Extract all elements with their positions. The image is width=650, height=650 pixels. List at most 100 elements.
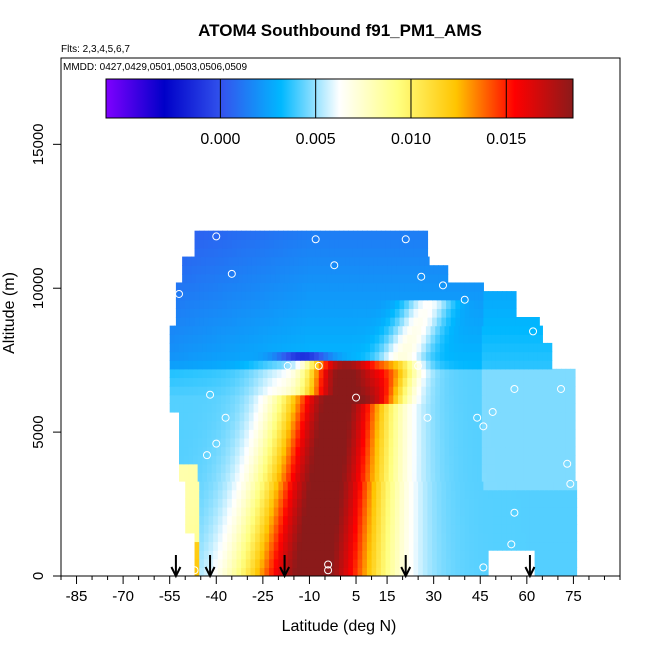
heatmap-cell xyxy=(432,317,438,327)
heatmap-cell xyxy=(300,394,306,404)
heatmap-cell xyxy=(323,463,329,473)
heatmap-cell xyxy=(306,524,312,534)
heatmap-cell xyxy=(197,325,203,335)
heatmap-cell xyxy=(334,498,340,508)
heatmap-cell xyxy=(514,360,520,370)
heatmap-cell xyxy=(360,394,366,404)
heatmap-cell xyxy=(385,515,391,525)
heatmap-cell xyxy=(458,446,464,456)
heatmap-cell xyxy=(418,541,424,551)
heatmap-cell xyxy=(481,472,488,482)
heatmap-cell xyxy=(272,394,278,404)
heatmap-cell xyxy=(379,472,385,482)
heatmap-cell xyxy=(253,386,259,396)
heatmap-cell xyxy=(192,377,199,387)
heatmap-cell xyxy=(376,481,382,491)
heatmap-cell xyxy=(453,325,460,335)
heatmap-cell xyxy=(385,247,391,258)
heatmap-cell xyxy=(323,455,329,465)
heatmap-cell xyxy=(399,506,405,517)
heatmap-cell xyxy=(352,558,359,568)
heatmap-cell xyxy=(225,394,231,404)
heatmap-cell xyxy=(427,317,433,327)
heatmap-cell xyxy=(548,567,554,576)
heatmap-cell xyxy=(362,308,368,318)
heatmap-cell xyxy=(208,317,214,327)
heatmap-cell xyxy=(250,247,256,258)
heatmap-cell xyxy=(328,325,334,335)
heatmap-cell xyxy=(388,446,394,456)
heatmap-cell xyxy=(383,472,390,482)
heatmap-cell xyxy=(264,282,270,292)
heatmap-cell xyxy=(206,342,213,353)
heatmap-cell xyxy=(342,446,348,456)
heatmap-cell xyxy=(287,567,293,576)
heatmap-cell xyxy=(318,455,325,465)
heatmap-cell xyxy=(356,360,362,370)
heatmap-cell xyxy=(404,498,410,508)
heatmap-cell xyxy=(404,247,410,258)
heatmap-cell xyxy=(304,351,311,361)
heatmap-cell xyxy=(265,256,272,266)
heatmap-cell xyxy=(446,291,452,301)
heatmap-cell xyxy=(514,377,520,387)
heatmap-cell xyxy=(269,550,275,560)
heatmap-cell xyxy=(379,360,385,370)
heatmap-cell xyxy=(231,282,238,292)
heatmap-cell xyxy=(379,325,385,335)
heatmap-cell xyxy=(183,429,189,439)
heatmap-cell xyxy=(393,463,399,473)
heatmap-cell xyxy=(208,489,214,499)
heatmap-cell xyxy=(360,334,366,344)
heatmap-cell xyxy=(248,429,255,439)
heatmap-cell xyxy=(519,403,525,413)
y-axis-label: Altitude (m) xyxy=(1,272,18,354)
heatmap-cell xyxy=(523,437,529,448)
heatmap-cell xyxy=(352,498,359,508)
heatmap-cell xyxy=(258,394,264,404)
heatmap-cell xyxy=(450,515,457,525)
heatmap-cell xyxy=(523,463,529,473)
heatmap-cell xyxy=(283,541,289,551)
heatmap-cell xyxy=(324,515,331,525)
heatmap-cell xyxy=(259,515,266,525)
heatmap-cell xyxy=(388,368,394,379)
heatmap-cell xyxy=(217,558,224,568)
heatmap-cell xyxy=(557,541,564,551)
heatmap-cell xyxy=(206,420,213,430)
heatmap-cell xyxy=(297,299,303,309)
heatmap-cell xyxy=(505,429,511,439)
heatmap-cell xyxy=(402,334,408,344)
heatmap-cell xyxy=(495,325,502,335)
heatmap-cell xyxy=(460,567,466,576)
heatmap-cell xyxy=(360,429,366,439)
heatmap-cell xyxy=(292,506,298,517)
heatmap-cell xyxy=(472,351,478,361)
sample-point xyxy=(352,393,361,402)
heatmap-cell xyxy=(253,437,259,448)
heatmap-cell xyxy=(435,377,441,387)
heatmap-cell xyxy=(418,481,424,491)
heatmap-cell xyxy=(446,567,452,576)
heatmap-cell xyxy=(351,386,357,396)
heatmap-cell xyxy=(287,498,293,508)
heatmap-cell xyxy=(455,489,461,499)
heatmap-cell xyxy=(222,247,228,258)
y-tick-label: 5000 xyxy=(30,415,47,448)
heatmap-cell xyxy=(380,532,387,543)
heatmap-cell xyxy=(250,239,256,249)
heatmap-cell xyxy=(301,558,307,568)
heatmap-cell xyxy=(356,368,362,379)
heatmap-cell xyxy=(488,299,494,309)
heatmap-cell xyxy=(262,429,269,439)
heatmap-cell xyxy=(528,351,534,361)
heatmap-cell xyxy=(528,403,534,413)
heatmap-cell xyxy=(199,524,205,534)
heatmap-cell xyxy=(239,368,245,379)
heatmap-cell xyxy=(315,299,321,309)
heatmap-cell xyxy=(230,472,236,482)
heatmap-cell xyxy=(206,411,213,422)
heatmap-cell xyxy=(203,247,210,258)
heatmap-cell xyxy=(328,429,334,439)
heatmap-cell xyxy=(413,532,419,543)
